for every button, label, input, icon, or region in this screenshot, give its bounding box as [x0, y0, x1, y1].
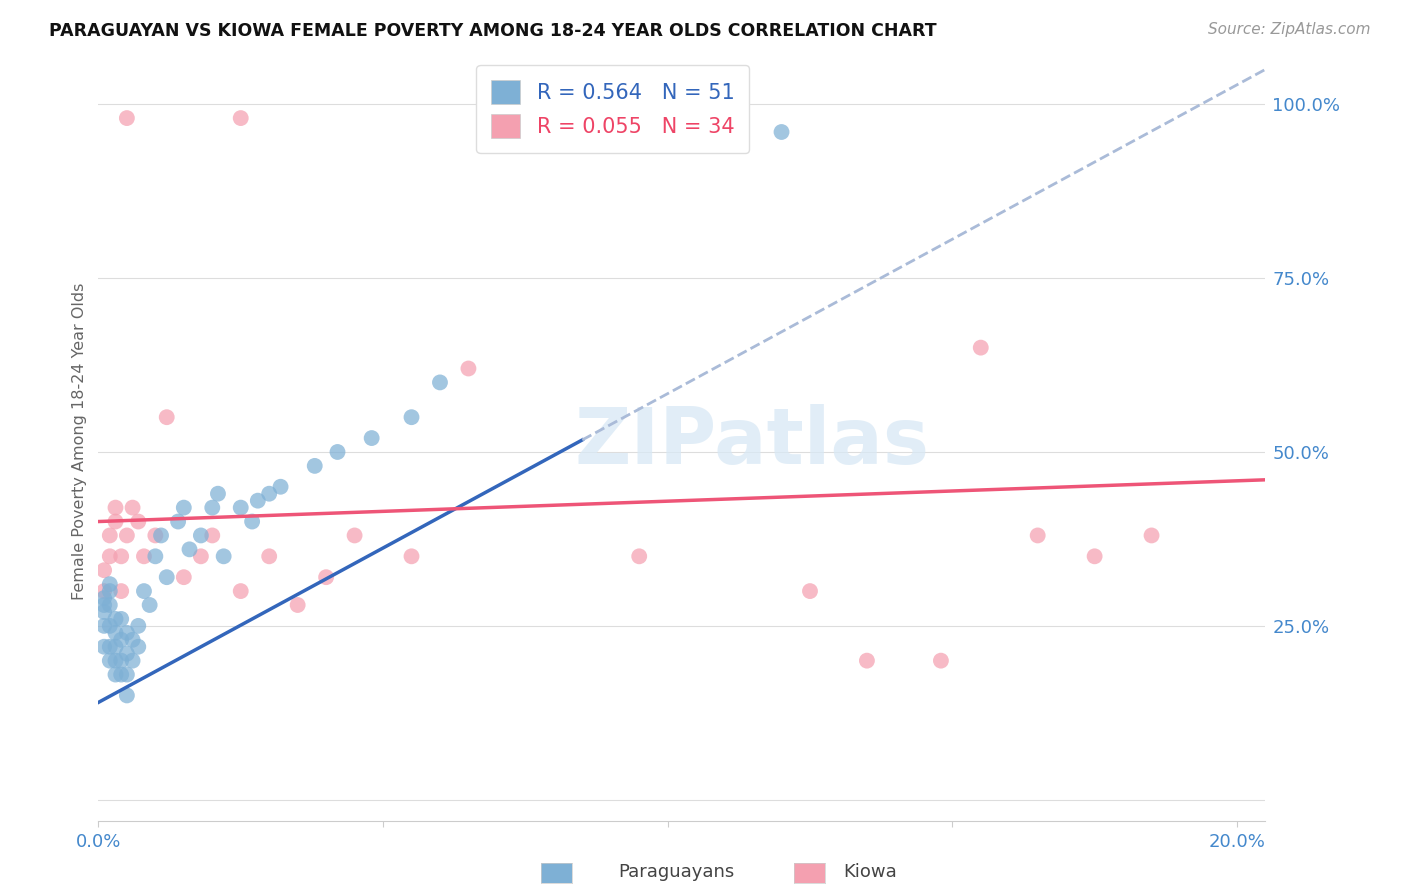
Point [143, 528, 166, 542]
Point [132, 549, 155, 564]
Point [229, 111, 252, 125]
Point [98, 640, 121, 654]
Point [190, 549, 212, 564]
Point [104, 625, 127, 640]
Point [360, 431, 382, 445]
Point [93, 640, 115, 654]
Point [212, 549, 235, 564]
Point [110, 667, 132, 681]
Point [287, 598, 309, 612]
Point [628, 549, 651, 564]
Point [115, 528, 138, 542]
Point [156, 410, 179, 425]
Point [150, 528, 173, 542]
Point [240, 515, 263, 529]
Point [156, 570, 179, 584]
Point [110, 549, 132, 564]
Point [138, 598, 160, 612]
Point [970, 341, 993, 355]
Point [93, 563, 115, 577]
Y-axis label: Female Poverty Among 18-24 Year Olds: Female Poverty Among 18-24 Year Olds [72, 283, 87, 600]
Legend: R = 0.564   N = 51, R = 0.055   N = 34: R = 0.564 N = 51, R = 0.055 N = 34 [477, 65, 749, 153]
Point [127, 640, 149, 654]
Point [98, 549, 121, 564]
Point [132, 584, 155, 599]
Point [201, 500, 224, 515]
Point [115, 667, 138, 681]
Text: Source: ZipAtlas.com: Source: ZipAtlas.com [1208, 22, 1371, 37]
Point [401, 549, 423, 564]
Text: ZIPatlas: ZIPatlas [575, 403, 929, 480]
Point [93, 619, 115, 633]
Point [856, 654, 879, 668]
Point [115, 647, 138, 661]
Point [110, 654, 132, 668]
Point [98, 654, 121, 668]
Point [98, 598, 121, 612]
Point [121, 500, 143, 515]
Point [179, 542, 201, 557]
Point [770, 125, 793, 139]
Point [190, 528, 212, 542]
Point [246, 493, 269, 508]
Point [93, 591, 115, 605]
Point [229, 500, 252, 515]
Point [173, 500, 195, 515]
Point [110, 612, 132, 626]
Point [104, 654, 127, 668]
Point [98, 584, 121, 599]
Point [929, 654, 952, 668]
Point [93, 605, 115, 619]
Point [98, 577, 121, 591]
Point [127, 619, 149, 633]
Text: Paraguayans: Paraguayans [619, 863, 735, 881]
Point [304, 458, 326, 473]
Point [121, 632, 143, 647]
Point [104, 640, 127, 654]
Point [229, 584, 252, 599]
Point [201, 528, 224, 542]
Point [429, 376, 451, 390]
Point [104, 500, 127, 515]
Point [401, 410, 423, 425]
Point [207, 486, 229, 500]
Point [143, 549, 166, 564]
Point [110, 632, 132, 647]
Point [270, 480, 292, 494]
Point [167, 515, 190, 529]
Point [93, 584, 115, 599]
Point [326, 445, 349, 459]
Point [104, 515, 127, 529]
Point [104, 612, 127, 626]
Point [115, 689, 138, 703]
Point [799, 584, 821, 599]
Point [115, 111, 138, 125]
Point [1140, 528, 1163, 542]
Point [315, 570, 337, 584]
Point [257, 486, 280, 500]
Point [98, 619, 121, 633]
Point [1084, 549, 1107, 564]
Point [457, 361, 479, 376]
Text: Kiowa: Kiowa [844, 863, 897, 881]
Point [110, 584, 132, 599]
Point [121, 654, 143, 668]
Point [343, 528, 366, 542]
Point [93, 598, 115, 612]
Point [98, 528, 121, 542]
Point [127, 515, 149, 529]
Point [257, 549, 280, 564]
Point [1026, 528, 1049, 542]
Text: PARAGUAYAN VS KIOWA FEMALE POVERTY AMONG 18-24 YEAR OLDS CORRELATION CHART: PARAGUAYAN VS KIOWA FEMALE POVERTY AMONG… [49, 22, 936, 40]
Point [104, 667, 127, 681]
Point [115, 625, 138, 640]
Point [173, 570, 195, 584]
